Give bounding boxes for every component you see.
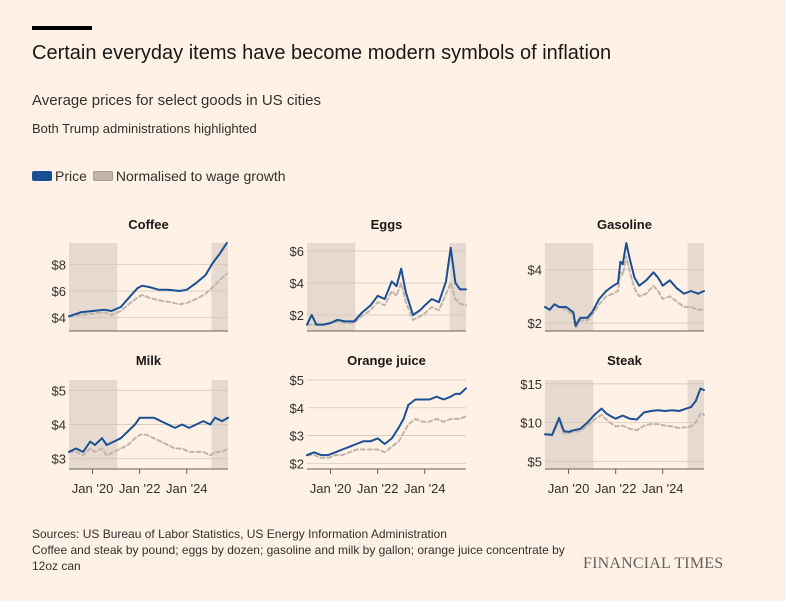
panel-eggs: Eggs $2 $4 $6 [290, 217, 467, 332]
milk-price-line [68, 416, 229, 453]
legend-label-normalised: Normalised to wage growth [115, 168, 286, 184]
panel-orange-juice: Orange juice $2 $3 $4 $5 Jan '20 Jan '22 Jan '2… [290, 353, 467, 496]
legend-label-price: Price [55, 168, 87, 184]
eggs-ytick-label: $6 [290, 244, 304, 259]
panel-steak: Steak $5 $10 $15 Jan '20 Jan '22 Jan '24 [520, 353, 705, 496]
milk-ytick-label: $4 [52, 418, 66, 433]
panel-coffee: Coffee $4 $6 $8 [52, 217, 228, 332]
legend-item-price: Price [32, 168, 87, 184]
milk-normalised-line [68, 433, 229, 457]
orange-juice-xtick-label: Jan '24 [404, 481, 446, 496]
gasoline-price-line [544, 242, 705, 327]
steak-title: Steak [607, 353, 642, 368]
legend-swatch-normalised [92, 171, 113, 181]
coffee-ytick-label: $8 [52, 257, 66, 272]
gasoline-normalised-line [544, 255, 705, 330]
steak-ytick-label: $15 [520, 377, 542, 392]
panel-gasoline: Gasoline $2 $4 [528, 217, 705, 332]
milk-title: Milk [136, 353, 162, 368]
eggs-normalised-line [306, 282, 467, 326]
gasoline-shade-0 [545, 243, 594, 331]
milk-ytick-label: $5 [52, 383, 66, 398]
legend: Price Normalised to wage growth [32, 168, 292, 184]
orange-juice-title: Orange juice [347, 353, 426, 368]
milk-xtick-label: Jan '24 [166, 481, 208, 496]
chart-title: Certain everyday items have become moder… [32, 42, 612, 64]
source-notes: Sources: US Bureau of Labor Statistics, … [32, 526, 592, 574]
eggs-ytick-label: $4 [290, 276, 304, 291]
gasoline-ytick-label: $2 [528, 316, 542, 331]
gasoline-title: Gasoline [597, 217, 652, 232]
milk-xtick-label: Jan '22 [119, 481, 161, 496]
orange-juice-xtick-label: Jan '20 [310, 481, 352, 496]
coffee-title: Coffee [128, 217, 168, 232]
eggs-ytick-label: $2 [290, 308, 304, 323]
steak-normalised-line [544, 412, 705, 437]
ft-top-bar [32, 26, 92, 30]
gasoline-shade-1 [687, 243, 704, 331]
coffee-ytick-label: $6 [52, 284, 66, 299]
gasoline-ytick-label: $4 [528, 263, 542, 278]
ft-logo: FINANCIAL TIMES [583, 555, 724, 572]
steak-shade-1 [687, 380, 704, 469]
eggs-price-line [306, 246, 467, 326]
eggs-title: Eggs [371, 217, 403, 232]
steak-ytick-label: $5 [528, 454, 542, 469]
eggs-shade-0 [307, 243, 356, 331]
orange-juice-ytick-label: $5 [290, 373, 304, 388]
legend-item-normalised: Normalised to wage growth [92, 168, 286, 184]
orange-juice-ytick-label: $2 [290, 456, 304, 471]
orange-juice-price-line [306, 387, 467, 457]
source-line: Sources: US Bureau of Labor Statistics, … [32, 527, 447, 541]
coffee-normalised-line [68, 272, 228, 318]
orange-juice-xtick-label: Jan '22 [357, 481, 399, 496]
milk-xtick-label: Jan '20 [72, 481, 114, 496]
units-note: Coffee and steak by pound; eggs by dozen… [32, 543, 565, 573]
panel-milk: Milk $3 $4 $5 Jan '20 Jan '22 Jan '24 [52, 353, 229, 496]
chart-subtitle: Average prices for select goods in US ci… [32, 92, 322, 109]
coffee-ytick-label: $4 [52, 311, 66, 326]
legend-swatch-price [32, 171, 52, 181]
milk-ytick-label: $3 [52, 452, 66, 467]
orange-juice-ytick-label: $4 [290, 401, 304, 416]
coffee-shade-1 [211, 243, 228, 331]
steak-price-line [544, 387, 705, 436]
steak-xtick-label: Jan '24 [642, 481, 684, 496]
orange-juice-ytick-label: $3 [290, 429, 304, 444]
chart-note: Both Trump administrations highlighted [32, 121, 257, 136]
steak-xtick-label: Jan '22 [595, 481, 637, 496]
steak-xtick-label: Jan '20 [548, 481, 590, 496]
coffee-price-line [68, 242, 228, 318]
steak-ytick-label: $10 [520, 416, 542, 431]
orange-juice-normalised-line [306, 415, 467, 459]
